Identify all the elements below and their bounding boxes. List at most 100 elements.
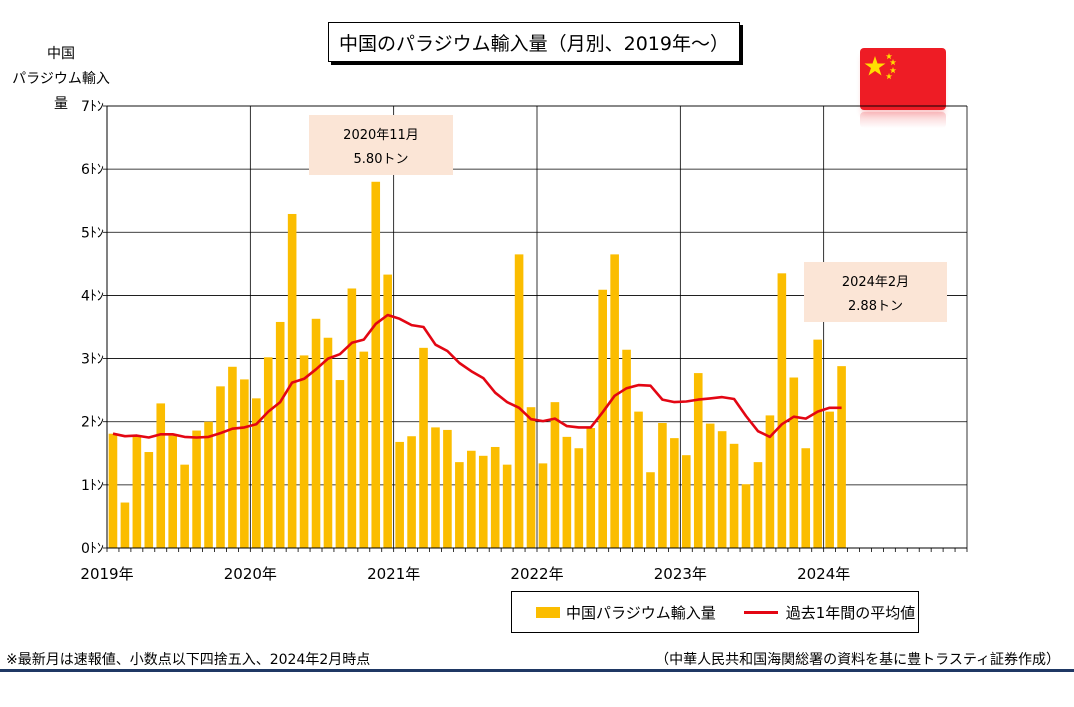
bar	[359, 351, 369, 548]
callout-box	[309, 115, 453, 175]
legend-line-label: 過去1年間の平均値	[785, 603, 916, 622]
bar	[658, 422, 667, 548]
average-line	[112, 313, 842, 439]
bar	[753, 462, 763, 548]
bar	[132, 434, 142, 548]
x-tick-label: 2024年	[797, 565, 850, 583]
bar	[144, 452, 154, 548]
x-tick-label: 2019年	[80, 565, 133, 583]
bar	[180, 464, 189, 548]
bar-series	[108, 181, 846, 548]
average-line-series	[112, 313, 842, 439]
bar	[228, 366, 237, 548]
callout-value: 5.80トン	[354, 152, 409, 167]
bar	[108, 433, 118, 548]
bar	[765, 415, 775, 548]
flag-reflection	[860, 112, 946, 128]
bar	[634, 411, 643, 548]
bar	[717, 431, 727, 548]
bar	[514, 254, 524, 548]
bar	[478, 455, 488, 548]
y-tick-label: 6ﾄﾝ	[81, 162, 104, 178]
bar	[610, 254, 619, 548]
bar	[705, 423, 715, 548]
y-tick-label: 0ﾄﾝ	[81, 541, 104, 557]
callout-box	[804, 262, 947, 322]
chart-axes: 0ﾄﾝ 1ﾄﾝ 2ﾄﾝ 3ﾄﾝ 4ﾄﾝ 5ﾄﾝ 6ﾄﾝ 7ﾄﾝ 2019年 2020年 2021年 2…	[80, 99, 968, 583]
y-tick-label: 4ﾄﾝ	[81, 288, 104, 304]
y-tick-label: 2ﾄﾝ	[81, 415, 104, 431]
bar	[562, 436, 572, 548]
bar	[670, 438, 679, 548]
bar	[598, 289, 607, 548]
bar	[311, 318, 321, 548]
bar	[538, 463, 548, 548]
chart-grid	[107, 105, 968, 548]
bar	[586, 428, 596, 548]
callout-value: 2.88トン	[848, 299, 903, 314]
x-tick-label: 2021年	[367, 565, 420, 583]
bar	[789, 377, 799, 548]
y-axis-label: 中国 パラジウム輸入量	[6, 42, 116, 117]
bar	[383, 274, 392, 548]
bar	[813, 339, 822, 548]
bar	[646, 472, 655, 548]
chart-legend: 中国パラジウム輸入量 過去1年間の平均値	[511, 591, 919, 633]
callout-date: 2024年2月	[842, 275, 909, 290]
bar	[825, 411, 834, 548]
bar	[682, 455, 691, 548]
bar	[550, 402, 560, 548]
chart-callouts: 2020年11月 5.80トン 2024年2月 2.88トン	[309, 115, 947, 322]
bar	[777, 273, 787, 548]
y-axis-label-line1: 中国	[47, 46, 75, 62]
bar	[741, 484, 751, 548]
bar	[335, 380, 345, 548]
bar	[407, 436, 416, 548]
footnote: ※最新月は速報値、小数点以下四捨五入、2024年2月時点	[6, 652, 371, 668]
bar	[502, 464, 512, 548]
bar	[323, 337, 333, 548]
legend-item-average: 過去1年間の平均値	[716, 602, 916, 623]
source-note: （中華人民共和国海関総署の資料を基に豊トラスティ証券作成）	[655, 652, 1060, 668]
bar	[526, 407, 536, 548]
x-tick-label: 2020年	[224, 565, 277, 583]
y-tick-label: 1ﾄﾝ	[81, 478, 104, 494]
bar	[419, 347, 428, 548]
bar	[168, 435, 177, 548]
bar	[287, 213, 297, 548]
bar	[252, 398, 261, 548]
bar	[574, 448, 584, 548]
legend-bar-label: 中国パラジウム輸入量	[566, 603, 716, 622]
bar	[693, 373, 703, 548]
bar	[216, 386, 225, 548]
bar	[395, 441, 404, 548]
bar	[729, 443, 739, 548]
y-axis-label-line2: パラジウム輸入量	[12, 71, 110, 112]
bar	[801, 448, 811, 548]
bottom-rule	[0, 669, 1074, 672]
legend-line-swatch	[743, 610, 778, 614]
y-tick-label: 3ﾄﾝ	[81, 352, 104, 368]
palladium-import-chart: 0ﾄﾝ 1ﾄﾝ 2ﾄﾝ 3ﾄﾝ 4ﾄﾝ 5ﾄﾝ 6ﾄﾝ 7ﾄﾝ 2019年 2020年 2021年 2…	[80, 99, 968, 583]
bar	[156, 403, 166, 548]
bar	[490, 446, 500, 548]
legend-item-imports: 中国パラジウム輸入量	[512, 602, 716, 623]
bar	[192, 430, 201, 548]
bar	[275, 321, 285, 548]
bar	[240, 379, 249, 548]
bar	[299, 355, 309, 548]
bar	[467, 450, 476, 548]
bar	[837, 366, 846, 548]
x-tick-label: 2022年	[510, 565, 563, 583]
callout-date: 2020年11月	[343, 128, 419, 143]
bar	[431, 427, 440, 548]
x-tick-label: 2023年	[654, 565, 707, 583]
bar	[455, 462, 464, 548]
bar	[120, 502, 130, 548]
y-tick-label: 5ﾄﾝ	[81, 225, 104, 241]
bar	[622, 349, 631, 548]
chart-title: 中国のパラジウム輸入量（月別、2019年～）	[328, 22, 740, 62]
y-tick-label: 7ﾄﾝ	[81, 99, 104, 115]
bar	[443, 429, 452, 548]
china-flag-icon	[860, 48, 946, 110]
